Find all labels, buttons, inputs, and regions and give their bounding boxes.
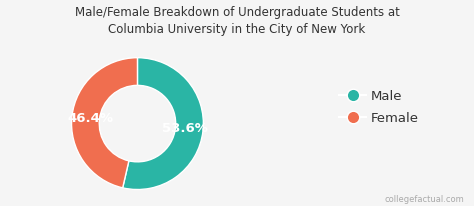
Wedge shape — [123, 58, 203, 190]
Text: collegefactual.com: collegefactual.com — [385, 195, 465, 204]
Legend: Male, Female: Male, Female — [336, 85, 423, 129]
Text: Male/Female Breakdown of Undergraduate Students at
Columbia University in the Ci: Male/Female Breakdown of Undergraduate S… — [74, 6, 400, 36]
Wedge shape — [72, 58, 137, 188]
Text: 46.4%: 46.4% — [67, 112, 113, 125]
Text: 53.6%: 53.6% — [162, 122, 208, 136]
